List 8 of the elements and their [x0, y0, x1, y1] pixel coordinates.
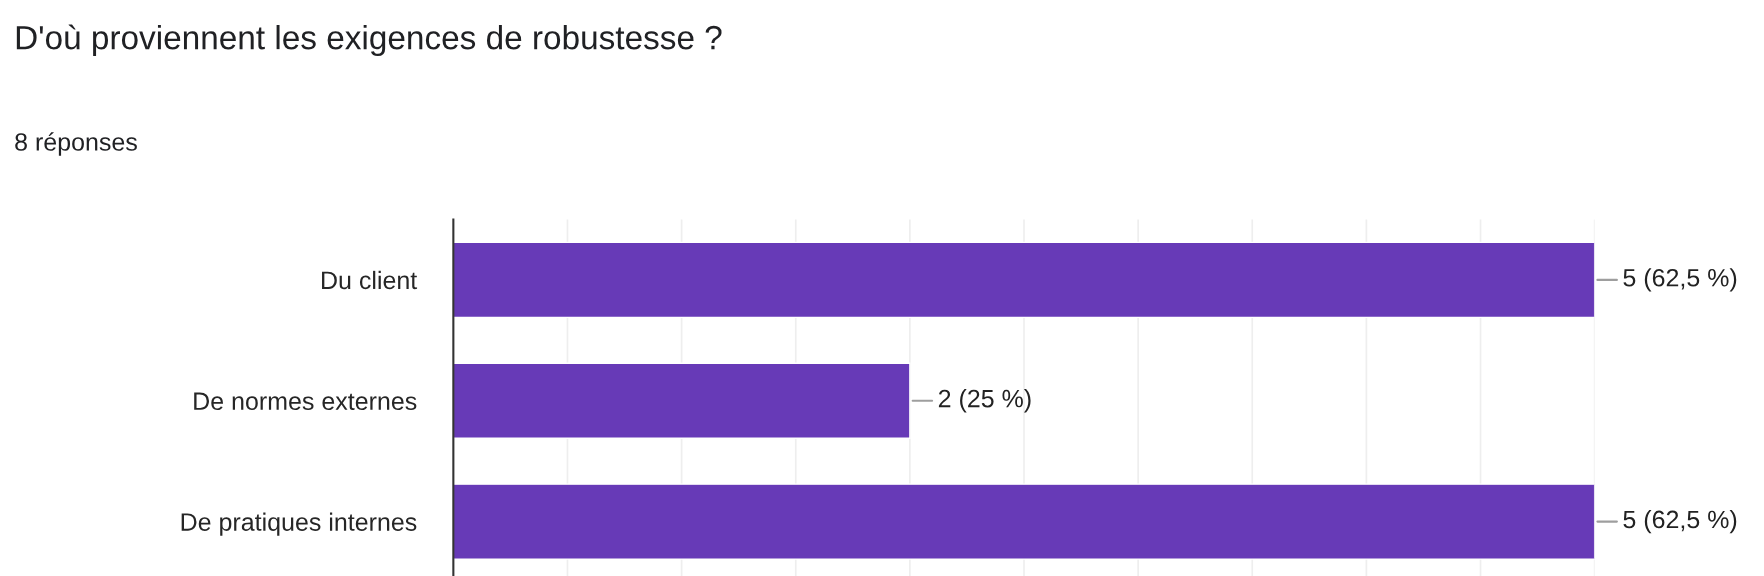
- y-tick-label: Du client: [322, 270, 418, 290]
- text: 8 réponses: [15, 132, 137, 156]
- data-label: 5 (62,5 %): [1623, 268, 1737, 292]
- data-label: 2 (25 %): [938, 389, 1031, 413]
- y-tick-label: De pratiques internes: [181, 512, 417, 536]
- data-label: 5 (62,5 %): [1623, 509, 1737, 534]
- chart-title: D'où proviennent les exigences de robustesse ?: [16, 24, 722, 57]
- y-tick-label: De normes externes: [194, 392, 417, 411]
